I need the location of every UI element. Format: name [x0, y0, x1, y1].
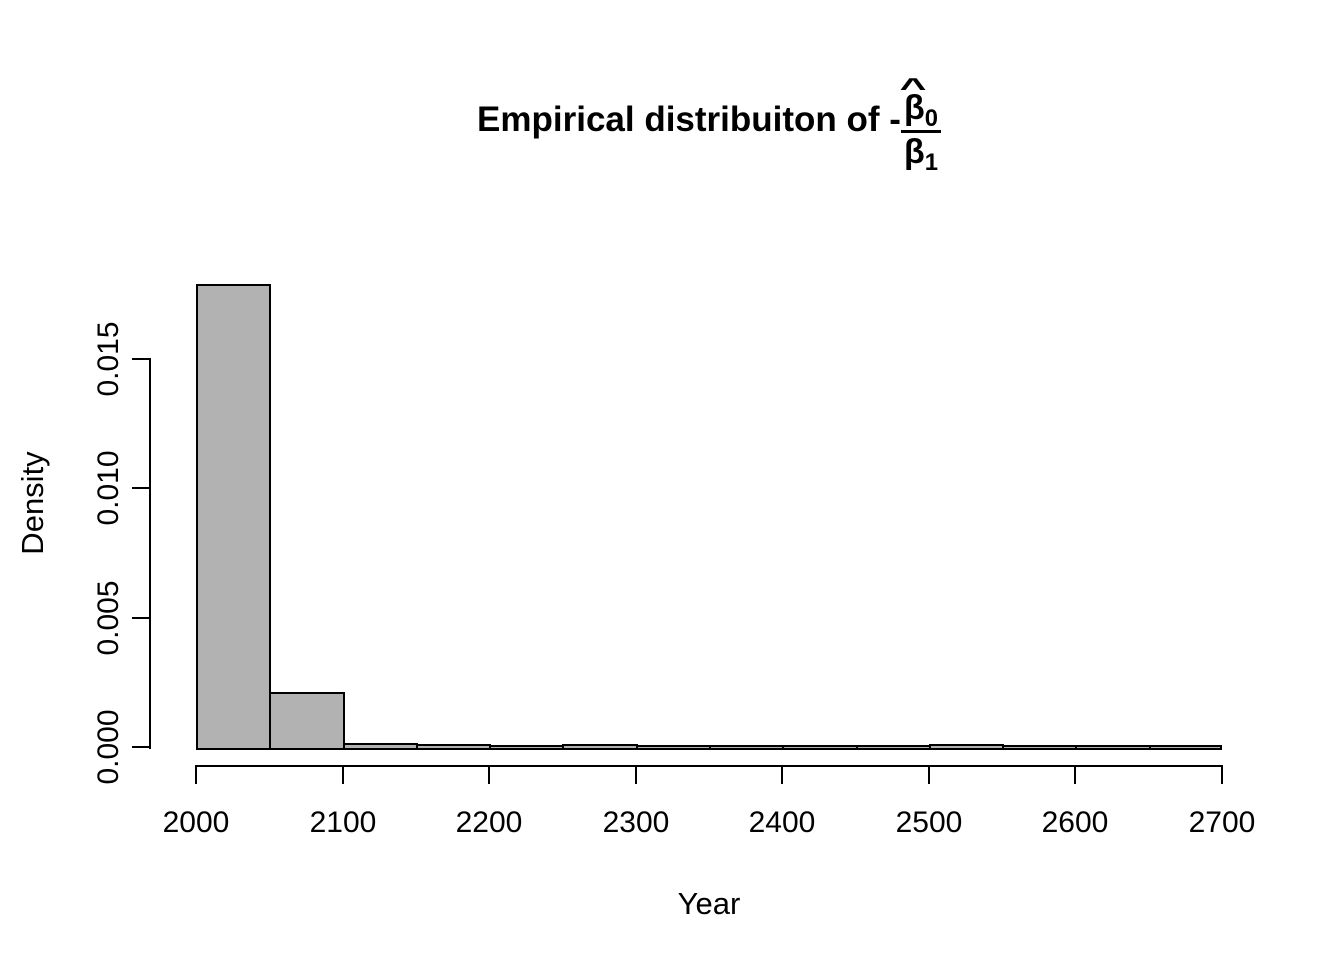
histogram-bar	[709, 745, 784, 750]
histogram-bar	[489, 745, 564, 750]
histogram-bar	[1075, 745, 1151, 750]
x-tick-label: 2200	[455, 806, 523, 839]
histogram-bar	[416, 744, 491, 750]
histogram-bar	[1002, 745, 1077, 750]
x-tick-label: 2600	[1041, 806, 1109, 839]
y-tick-label: 0.015	[92, 321, 125, 397]
chart-title: Empirical distribuiton of - ^ β0 β1	[196, 72, 1222, 174]
x-tick-label: 2500	[895, 806, 963, 839]
histogram-bar	[1149, 745, 1222, 750]
y-tick	[132, 358, 151, 360]
hat-icon: ^	[899, 72, 927, 104]
histogram-bar	[636, 745, 711, 750]
histogram-bar	[269, 692, 345, 750]
x-tick	[635, 765, 637, 784]
x-axis-title: Year	[677, 886, 741, 921]
x-tick	[1221, 765, 1223, 784]
y-tick-label: 0.010	[92, 450, 125, 526]
y-axis-line	[149, 358, 151, 749]
x-tick	[928, 765, 930, 784]
y-tick	[132, 487, 151, 489]
fraction-denominator: β1	[901, 132, 941, 174]
x-tick-label: 2300	[602, 806, 670, 839]
x-tick	[195, 765, 197, 784]
x-tick-label: 2700	[1188, 806, 1256, 839]
x-tick-label: 2000	[162, 806, 230, 839]
y-tick	[132, 746, 151, 748]
x-tick	[781, 765, 783, 784]
numerator-subscript: 0	[924, 105, 938, 133]
chart-title-text: Empirical distribuiton of -	[477, 99, 901, 139]
histogram-bar	[196, 284, 271, 750]
x-tick	[488, 765, 490, 784]
x-tick-label: 2100	[309, 806, 377, 839]
y-tick	[132, 617, 151, 619]
title-formula-fraction: ^ β0 β1	[899, 74, 941, 174]
x-tick-label: 2400	[748, 806, 816, 839]
numerator-beta-symbol: β	[903, 89, 925, 127]
y-axis-title: Density	[15, 451, 50, 555]
y-tick-label: 0.005	[92, 580, 125, 656]
x-tick	[342, 765, 344, 784]
x-axis-line	[195, 765, 1223, 767]
histogram-bar	[856, 745, 931, 750]
denominator-subscript: 1	[924, 148, 938, 176]
histogram-bar	[929, 744, 1004, 750]
x-tick	[1074, 765, 1076, 784]
y-tick-label: 0.000	[92, 709, 125, 785]
histogram-bar	[343, 743, 418, 750]
histogram-bar	[562, 744, 638, 750]
fraction-numerator: ^ β0	[899, 74, 941, 133]
histogram-bar	[782, 745, 858, 750]
denominator-beta-symbol: β	[903, 132, 925, 171]
